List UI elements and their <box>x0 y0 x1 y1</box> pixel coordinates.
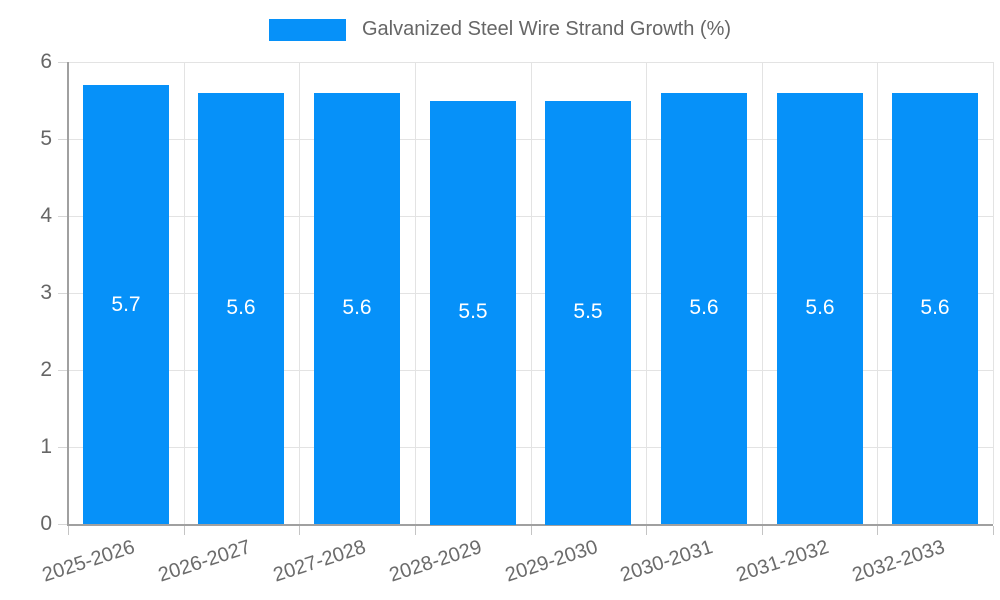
bar[interactable] <box>430 101 516 525</box>
x-tick-label: 2030-2031 <box>617 536 716 587</box>
bar[interactable] <box>777 93 863 524</box>
y-axis-tick <box>58 293 68 294</box>
gridline-x <box>415 62 416 524</box>
bar-value-label: 5.6 <box>226 296 256 319</box>
bar[interactable] <box>83 85 169 524</box>
gridline-x <box>299 62 300 524</box>
bar-value-label: 5.6 <box>805 296 835 319</box>
x-tick-label: 2032-2033 <box>849 536 947 587</box>
x-axis-tick <box>762 526 763 535</box>
y-tick-label: 4 <box>40 204 52 227</box>
y-axis-tick <box>58 216 68 217</box>
x-tick-label: 2031-2032 <box>733 536 832 587</box>
y-tick-label: 2 <box>40 358 52 381</box>
x-axis-tick <box>646 526 647 535</box>
x-axis-line <box>67 524 993 526</box>
gridline-y <box>68 216 993 217</box>
y-axis-tick <box>58 62 68 63</box>
x-tick-label: 2027-2028 <box>271 536 369 587</box>
gridline-y <box>68 139 993 140</box>
bar-value-label: 5.5 <box>573 300 603 323</box>
x-axis-tick <box>299 526 300 535</box>
bar-value-label: 5.6 <box>342 296 372 319</box>
gridline-x <box>184 62 185 524</box>
bar-value-label: 5.7 <box>111 293 141 316</box>
y-axis-tick <box>58 370 68 371</box>
x-axis-tick <box>531 526 532 535</box>
y-axis-tick <box>58 139 68 140</box>
gridline-y <box>68 293 993 294</box>
x-tick-label: 2029-2030 <box>502 536 601 587</box>
legend[interactable]: Galvanized Steel Wire Strand Growth (%) <box>0 18 1000 41</box>
y-axis-line <box>67 62 69 526</box>
gridline-y <box>68 62 993 63</box>
gridline-x <box>877 62 878 524</box>
x-tick-label: 2025-2026 <box>39 536 138 587</box>
bar[interactable] <box>892 93 978 524</box>
gridline-x <box>646 62 647 524</box>
y-tick-label: 0 <box>40 512 52 535</box>
gridline-x <box>531 62 532 524</box>
gridline-y <box>68 447 993 448</box>
bar-value-label: 5.5 <box>458 300 488 323</box>
x-axis-tick <box>68 526 69 535</box>
x-axis-tick <box>993 526 994 535</box>
y-tick-label: 6 <box>40 50 52 73</box>
x-axis-tick <box>184 526 185 535</box>
gridline-x <box>762 62 763 524</box>
x-tick-label: 2026-2027 <box>155 536 254 587</box>
x-tick-label: 2028-2029 <box>386 536 485 587</box>
y-axis-tick <box>58 447 68 448</box>
legend-label: Galvanized Steel Wire Strand Growth (%) <box>361 18 732 40</box>
bar-value-label: 5.6 <box>689 296 719 319</box>
x-axis-tick <box>877 526 878 535</box>
y-axis-tick <box>58 524 68 525</box>
x-axis-tick <box>415 526 416 535</box>
bar-value-label: 5.6 <box>920 296 950 319</box>
bar[interactable] <box>314 93 400 524</box>
gridline-x <box>993 62 994 524</box>
bar[interactable] <box>661 93 747 524</box>
bar[interactable] <box>545 101 631 525</box>
bar[interactable] <box>198 93 284 524</box>
gridline-y <box>68 370 993 371</box>
y-tick-label: 5 <box>40 127 52 150</box>
y-tick-label: 3 <box>40 281 52 304</box>
y-tick-label: 1 <box>40 435 52 458</box>
legend-swatch <box>268 18 346 41</box>
